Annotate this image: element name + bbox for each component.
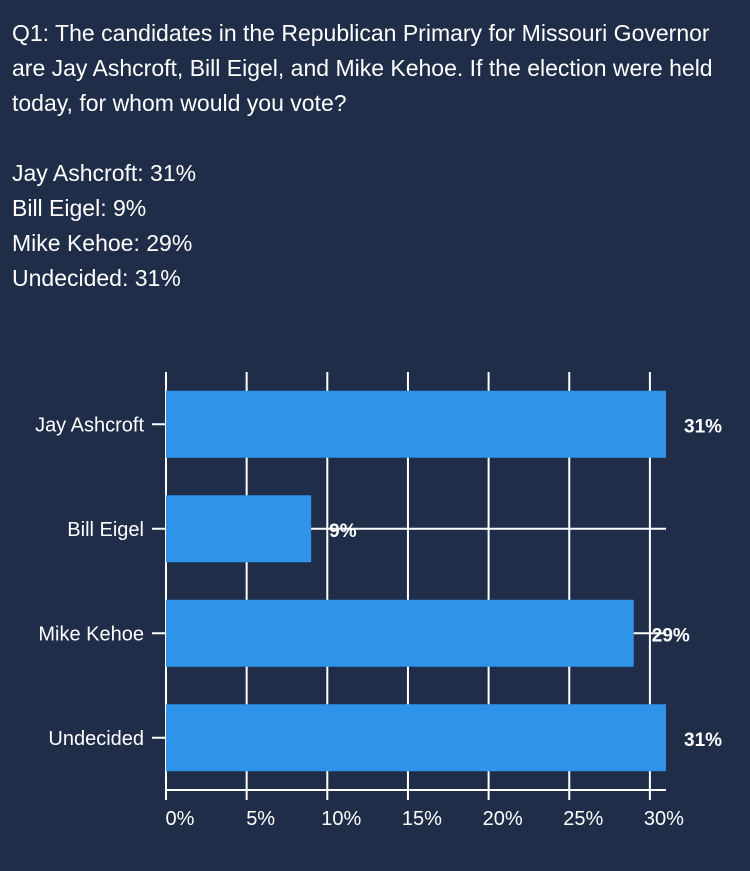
result-item: Mike Kehoe: 29% (12, 230, 193, 256)
x-tick-label: 30% (644, 808, 684, 830)
data-label: 31% (684, 730, 722, 751)
x-tick-label: 25% (563, 808, 603, 830)
category-label: Undecided (48, 728, 144, 750)
category-label: Jay Ashcroft (35, 414, 144, 436)
x-tick-label: 5% (246, 808, 275, 830)
results-list: Jay Ashcroft: 31% Bill Eigel: 9% Mike Ke… (12, 156, 196, 296)
x-tick-label: 0% (166, 808, 195, 830)
result-item: Undecided: 31% (12, 265, 181, 291)
result-item: Jay Ashcroft: 31% (12, 160, 197, 186)
bar (166, 704, 667, 772)
bar (166, 599, 634, 667)
question-text: Q1: The candidates in the Republican Pri… (12, 20, 713, 116)
data-label: 31% (684, 416, 722, 437)
x-tick-label: 15% (402, 808, 442, 830)
data-label: 29% (652, 625, 690, 646)
data-label: 9% (329, 521, 357, 542)
x-tick-label: 20% (483, 808, 523, 830)
bar (166, 390, 667, 458)
category-label: Mike Kehoe (38, 623, 144, 645)
bar (166, 495, 312, 563)
result-item: Bill Eigel: 9% (12, 195, 147, 221)
category-label: Bill Eigel (67, 519, 144, 541)
x-tick-label: 10% (321, 808, 361, 830)
